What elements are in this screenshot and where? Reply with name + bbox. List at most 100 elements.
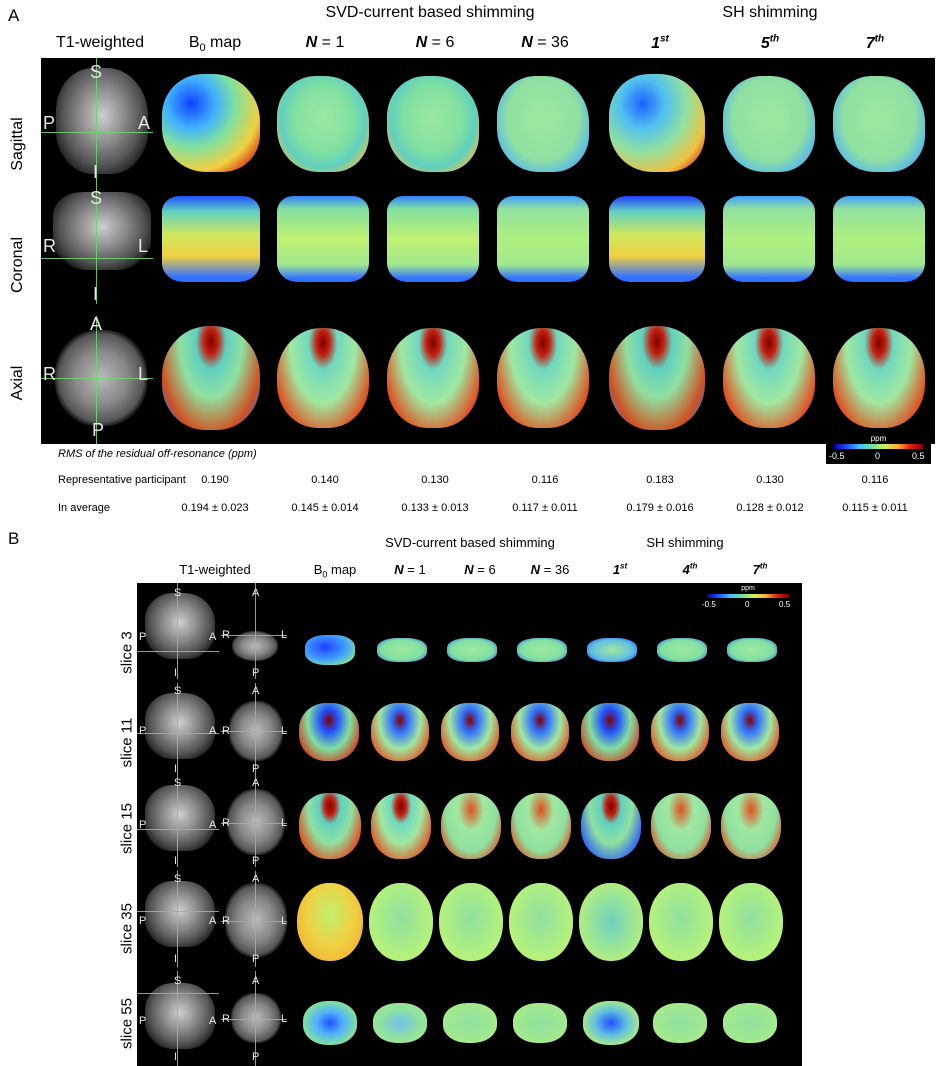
shim-map-slice3-sh7 [727,638,777,662]
crosshair-line [255,871,256,967]
shim-map-slice3-sh4 [657,638,707,662]
row-slice-11: slice 11 [118,717,136,768]
crosshair-line [41,258,153,259]
avg-value: 0.128 ± 0.012 [736,502,804,514]
crosshair-line [96,58,97,186]
orient-label: S [174,587,182,599]
sh-group-title: SH shimming [722,4,818,21]
crosshair-line [96,316,97,444]
orient-label: L [138,364,149,384]
colorbar-b: ppm -0.5 0 0.5 [699,585,797,613]
row-coronal: Coronal [9,236,26,294]
t1-axial-image [225,883,287,957]
col-n1: N = 1 [305,34,345,51]
t1-sagittal-image [56,68,148,174]
avg-value: 0.117 ± 0.011 [512,502,578,514]
b0-map-slice35 [297,883,363,961]
shim-map-coronal-n1 [277,196,369,282]
avg-value: 0.179 ± 0.016 [626,502,694,514]
crosshair-line [137,993,219,994]
col-n36: N = 36 [521,34,569,51]
orient-label: I [93,284,99,304]
orient-label: S [90,188,103,208]
orient-label: P [252,1051,260,1063]
shim-map-coronal-n6 [387,196,479,282]
shim-map-sagittal-n1 [277,76,369,172]
col-n1-b: N = 1 [394,562,426,577]
stats-rep-label: Representative participant [58,474,186,486]
shim-map-slice35-sh7 [719,883,783,961]
sh-group-title-b: SH shimming [646,535,724,550]
orient-label: A [209,631,217,643]
crosshair-line [221,921,287,922]
col-sh4-b: 4th [682,562,698,578]
crosshair-line [177,871,178,967]
shim-map-slice11-sh4 [651,703,709,761]
colorbar-gradient [834,444,923,449]
orient-label: P [252,953,260,965]
stats-title: RMS of the residual off-resonance (ppm) [58,448,257,460]
t1-sagittal-image [145,881,215,947]
crosshair-line [221,823,287,824]
shim-map-slice3-n36 [517,638,567,662]
crosshair-line [96,186,97,304]
orient-label: R [222,629,230,641]
rep-value: 0.183 [646,474,674,486]
avg-value: 0.145 ± 0.014 [291,502,359,514]
crosshair-line [177,583,178,679]
orient-label: R [222,725,230,737]
orient-label: A [209,725,217,737]
orient-label: A [138,113,151,133]
orient-label: R [222,1013,230,1025]
crosshair-line [255,683,256,775]
panel-b-label: B [8,529,20,548]
shim-map-slice15-sh1 [581,793,641,859]
avg-value: 0.194 ± 0.023 [181,502,249,514]
shim-map-axial-sh1 [609,326,705,430]
orient-label: P [252,855,260,867]
rep-value: 0.116 [531,474,559,486]
orient-label: R [222,817,230,829]
t1-sagittal-image [145,593,215,659]
orient-label: R [43,236,56,256]
crosshair-line [137,829,219,830]
orient-label: P [252,763,260,775]
shim-map-slice35-sh4 [649,883,713,961]
shim-map-slice11-sh1 [581,703,639,761]
col-sh5: 5th [760,34,780,53]
crosshair-line [255,971,256,1066]
orient-label: P [139,631,147,643]
colorbar-a: ppm -0.5 0 0.5 [826,434,931,464]
rep-value: 0.140 [311,474,339,486]
orient-label: P [139,1015,147,1027]
shim-map-axial-sh7 [833,328,925,428]
shim-map-slice55-n6 [443,1003,497,1043]
colorbar-mid: 0 [745,600,750,609]
shim-map-slice15-n1 [371,793,431,859]
orient-label: P [139,725,147,737]
colorbar-min: -0.5 [702,600,716,609]
orient-label: P [139,915,147,927]
orient-label: A [209,819,217,831]
crosshair-line [221,1019,287,1020]
colorbar-max: 0.5 [912,451,925,461]
crosshair-line [41,378,153,379]
panel-a-label: A [8,6,20,25]
crosshair-line [137,911,219,912]
orient-label: I [174,667,178,679]
rep-value: 0.190 [201,474,229,486]
crosshair-line [221,635,287,636]
shim-map-slice11-n6 [441,703,499,761]
b0-map-coronal [162,196,260,282]
row-slice-55: slice 55 [118,998,136,1049]
t1-sagittal-image [145,693,215,759]
avg-value: 0.133 ± 0.013 [401,502,469,514]
colorbar-min: -0.5 [829,451,845,461]
b0-map-slice3 [305,635,355,665]
col-b0: B0 map [188,34,242,55]
shim-map-coronal-sh7 [833,196,925,282]
shim-map-slice3-n6 [447,638,497,662]
shim-map-slice11-sh7 [721,703,779,761]
orient-label: L [281,629,288,641]
shim-map-slice15-n36 [511,793,571,859]
